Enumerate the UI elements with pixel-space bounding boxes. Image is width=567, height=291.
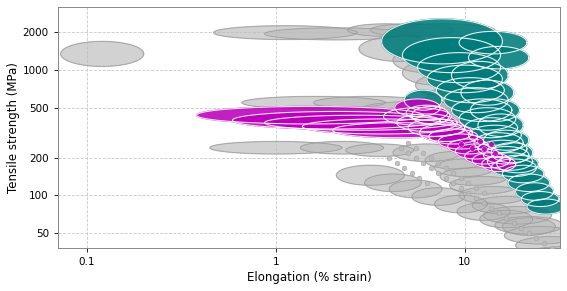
Polygon shape: [515, 237, 567, 254]
Polygon shape: [459, 187, 527, 204]
Polygon shape: [429, 129, 478, 144]
Polygon shape: [232, 111, 440, 129]
Polygon shape: [474, 133, 523, 153]
Polygon shape: [333, 123, 465, 138]
Polygon shape: [451, 61, 508, 89]
Polygon shape: [502, 218, 555, 235]
Polygon shape: [434, 159, 495, 177]
Polygon shape: [403, 60, 471, 85]
Polygon shape: [472, 196, 540, 214]
Polygon shape: [527, 199, 565, 214]
Polygon shape: [471, 99, 519, 121]
Polygon shape: [265, 115, 454, 130]
Polygon shape: [427, 65, 502, 93]
Polygon shape: [389, 24, 495, 36]
Polygon shape: [412, 107, 450, 124]
Polygon shape: [459, 31, 527, 54]
Polygon shape: [437, 78, 504, 103]
Polygon shape: [365, 102, 471, 114]
Polygon shape: [397, 114, 457, 132]
Polygon shape: [425, 152, 485, 169]
Polygon shape: [393, 144, 461, 162]
Polygon shape: [440, 168, 508, 185]
Polygon shape: [197, 107, 423, 124]
Polygon shape: [457, 203, 510, 220]
Polygon shape: [408, 103, 484, 123]
Polygon shape: [393, 48, 461, 73]
Polygon shape: [459, 108, 515, 130]
Polygon shape: [408, 119, 465, 136]
Polygon shape: [382, 19, 502, 64]
Polygon shape: [472, 153, 510, 168]
Polygon shape: [468, 46, 529, 69]
Polygon shape: [536, 258, 567, 273]
Polygon shape: [505, 227, 567, 244]
Polygon shape: [465, 118, 518, 138]
Polygon shape: [478, 114, 523, 136]
Polygon shape: [502, 165, 544, 183]
Polygon shape: [468, 125, 521, 145]
Polygon shape: [389, 180, 442, 198]
Polygon shape: [515, 183, 553, 200]
Polygon shape: [444, 88, 508, 113]
Polygon shape: [434, 195, 488, 213]
Polygon shape: [406, 105, 448, 120]
Polygon shape: [438, 134, 484, 149]
Polygon shape: [525, 246, 567, 264]
Polygon shape: [359, 36, 442, 61]
Polygon shape: [420, 124, 472, 141]
Polygon shape: [416, 74, 476, 96]
Polygon shape: [403, 38, 501, 73]
Polygon shape: [427, 86, 484, 109]
Polygon shape: [61, 41, 144, 66]
Polygon shape: [370, 24, 454, 36]
Polygon shape: [482, 157, 515, 171]
Polygon shape: [508, 174, 549, 191]
Polygon shape: [521, 191, 559, 207]
Polygon shape: [484, 146, 529, 164]
Polygon shape: [336, 165, 404, 185]
Polygon shape: [450, 177, 518, 194]
Polygon shape: [412, 188, 465, 205]
Polygon shape: [465, 149, 502, 164]
Polygon shape: [478, 140, 527, 158]
Polygon shape: [395, 99, 440, 116]
Polygon shape: [480, 210, 532, 228]
Y-axis label: Tensile strength (MPa): Tensile strength (MPa): [7, 62, 20, 193]
Polygon shape: [421, 110, 489, 130]
Polygon shape: [404, 90, 442, 110]
Polygon shape: [210, 141, 342, 154]
Polygon shape: [455, 144, 497, 159]
Polygon shape: [242, 96, 386, 109]
Polygon shape: [491, 159, 536, 177]
Polygon shape: [365, 174, 421, 191]
Polygon shape: [484, 207, 552, 224]
Polygon shape: [448, 139, 489, 154]
Polygon shape: [301, 141, 383, 154]
Polygon shape: [265, 28, 408, 40]
Polygon shape: [314, 96, 427, 109]
Polygon shape: [497, 155, 538, 173]
Polygon shape: [491, 143, 532, 163]
Polygon shape: [484, 130, 529, 150]
Polygon shape: [488, 153, 532, 170]
Polygon shape: [417, 53, 501, 83]
Polygon shape: [461, 80, 514, 105]
Polygon shape: [346, 144, 414, 157]
Polygon shape: [495, 217, 563, 234]
Polygon shape: [383, 108, 451, 125]
Polygon shape: [302, 119, 461, 134]
X-axis label: Elongation (% strain): Elongation (% strain): [247, 271, 371, 284]
Polygon shape: [348, 24, 423, 36]
Polygon shape: [451, 99, 512, 121]
Polygon shape: [214, 26, 357, 40]
